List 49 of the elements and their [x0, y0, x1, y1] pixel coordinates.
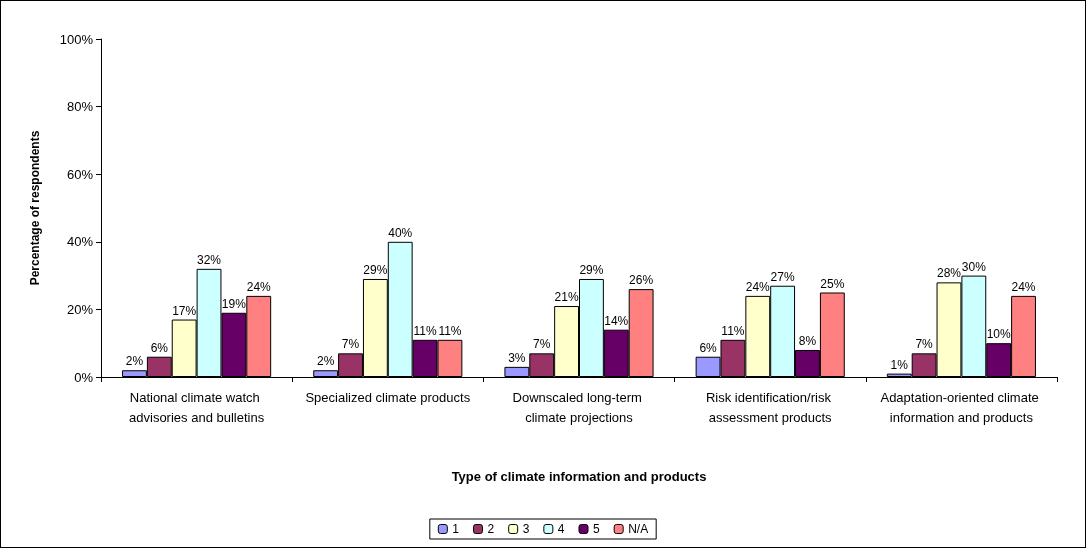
data-label: 7%	[533, 337, 551, 352]
data-label: 21%	[554, 290, 579, 305]
x-tick-label: Adaptation-oriented climate information and products	[880, 389, 1043, 425]
legend-label: 5	[593, 522, 601, 536]
legend-label: 4	[557, 522, 565, 536]
data-label: 11%	[413, 323, 437, 338]
y-tick-label: 60%	[66, 166, 94, 182]
data-label: 17%	[172, 303, 197, 318]
y-tick-label: 40%	[66, 234, 94, 250]
data-label: 29%	[363, 262, 388, 277]
y-tick-label: 80%	[66, 99, 94, 115]
x-tick-label: National climate watch advisories and bulletins	[129, 389, 265, 425]
data-label: 11%	[721, 323, 745, 338]
data-label: 8%	[798, 333, 817, 348]
data-label: 24%	[1011, 279, 1036, 294]
data-label: 6%	[150, 340, 169, 355]
legend-label: 1	[452, 522, 460, 536]
data-label: 2%	[316, 354, 335, 369]
data-label: 29%	[579, 262, 604, 277]
data-label: 7%	[915, 337, 934, 352]
data-label: 25%	[820, 276, 845, 291]
x-axis-title: Type of climate information and products	[451, 469, 707, 484]
data-label: 28%	[936, 266, 962, 281]
data-label: 6%	[699, 340, 718, 355]
legend-label: N/A	[628, 522, 649, 536]
data-label: 24%	[246, 279, 272, 294]
data-label: 40%	[388, 225, 413, 240]
legend-label: 3	[522, 522, 530, 536]
data-label: 7%	[341, 337, 360, 352]
x-tick-label: Specialized climate products	[305, 389, 471, 405]
data-label: 14%	[604, 313, 629, 328]
data-label: 24%	[745, 279, 771, 294]
data-label: 27%	[770, 269, 795, 284]
x-tick-label: Risk identification/risk assessment products	[705, 389, 835, 425]
legend-label: 2	[487, 522, 495, 536]
data-label: 26%	[629, 273, 654, 288]
data-label: 1%	[890, 357, 909, 372]
y-tick-label: 20%	[66, 301, 94, 317]
data-label: 11%	[438, 323, 462, 338]
data-label: 2%	[125, 354, 144, 369]
y-tick-label: 100%	[59, 31, 94, 47]
y-axis-title: Percentage of respondents	[28, 130, 42, 286]
data-label: 19%	[221, 296, 247, 311]
data-label: 32%	[197, 252, 222, 267]
data-label: 10%	[986, 327, 1012, 342]
data-label: 3%	[508, 350, 526, 365]
data-label: 30%	[961, 259, 987, 274]
x-tick-label: Downscaled long-term climate projections	[512, 389, 646, 425]
y-tick-label: 0%	[74, 369, 94, 385]
